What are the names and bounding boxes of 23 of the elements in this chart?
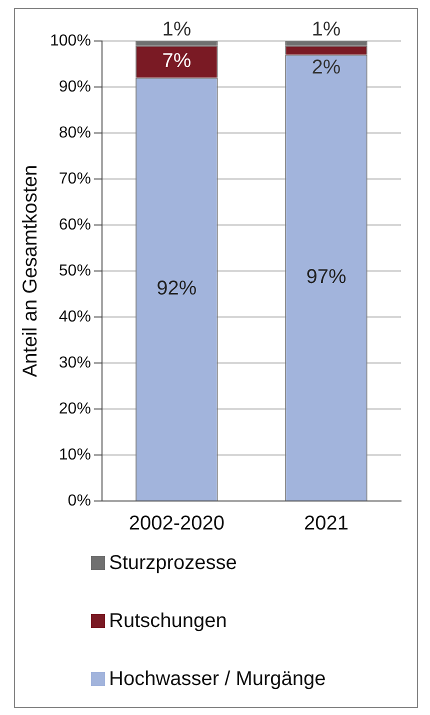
y-tick-label: 40% [58,308,91,326]
data-label: 7% [162,50,192,72]
y-tick-label: 0% [68,492,91,510]
y-tick-label: 20% [58,400,91,418]
data-label: 97% [306,266,346,288]
y-tick-label: 10% [58,446,91,464]
legend-label: Sturzprozesse [109,552,237,574]
y-tick-label: 80% [58,124,91,142]
y-tick-label: 100% [50,32,91,50]
y-tick-label: 50% [58,262,91,280]
y-tick-label: 90% [58,78,91,96]
legend-label: Rutschungen [109,610,227,632]
data-label: 1% [162,18,192,41]
x-tick-label: 2021 [304,512,348,535]
data-label: 2% [312,56,341,78]
y-tick-label: 70% [58,170,91,188]
y-tick-label: 30% [58,354,91,372]
x-tick-label: 2002-2020 [128,512,225,535]
y-axis-title: Anteil an Gesamtkosten [20,164,42,378]
data-label: 1% [312,18,341,41]
legend-label: Hochwasser / Murgänge [109,668,326,690]
y-tick-label: 60% [58,216,91,234]
data-label: 92% [156,278,197,300]
